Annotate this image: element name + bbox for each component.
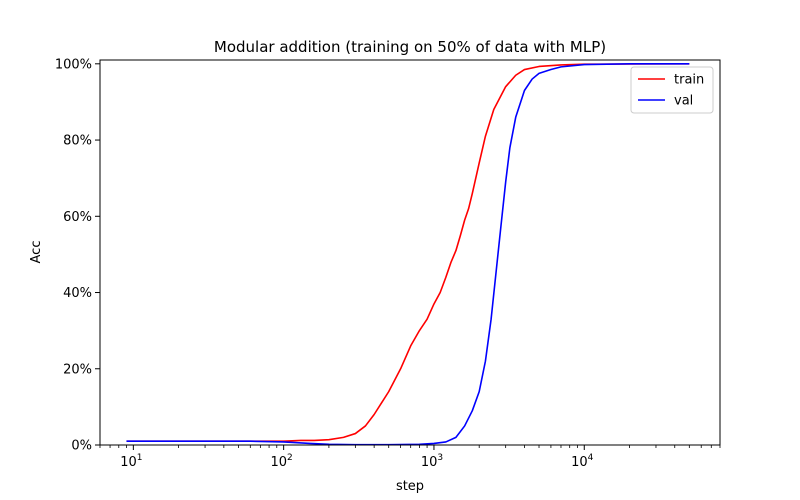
series-line-val <box>126 63 690 446</box>
y-tick-label: 40% <box>63 286 92 301</box>
plot-area <box>126 63 690 446</box>
y-tick-label: 60% <box>63 210 92 225</box>
y-axis-label: Acc <box>29 241 44 264</box>
series-line-train <box>126 63 690 442</box>
legend: train val <box>630 66 714 114</box>
x-tick-label: 103 <box>421 453 443 470</box>
y-tick-label: 100% <box>55 57 92 72</box>
x-tick-label: 102 <box>271 453 293 470</box>
plot-frame <box>99 59 721 446</box>
y-tick-label: 20% <box>63 362 92 377</box>
legend-label-train: train <box>674 73 704 88</box>
x-tick-label: 104 <box>571 453 594 470</box>
y-tick-label: 80% <box>63 134 92 149</box>
x-axis-label: step <box>396 479 424 494</box>
x-tick-label: 101 <box>120 453 142 470</box>
x-axis: 101 102 103 104 <box>99 445 721 470</box>
chart-title: Modular addition (training on 50% of dat… <box>214 38 606 56</box>
legend-label-val: val <box>674 94 693 109</box>
y-tick-label: 0% <box>71 439 92 454</box>
y-axis: 0% 20% 40% 60% 80% 100% <box>55 57 100 454</box>
